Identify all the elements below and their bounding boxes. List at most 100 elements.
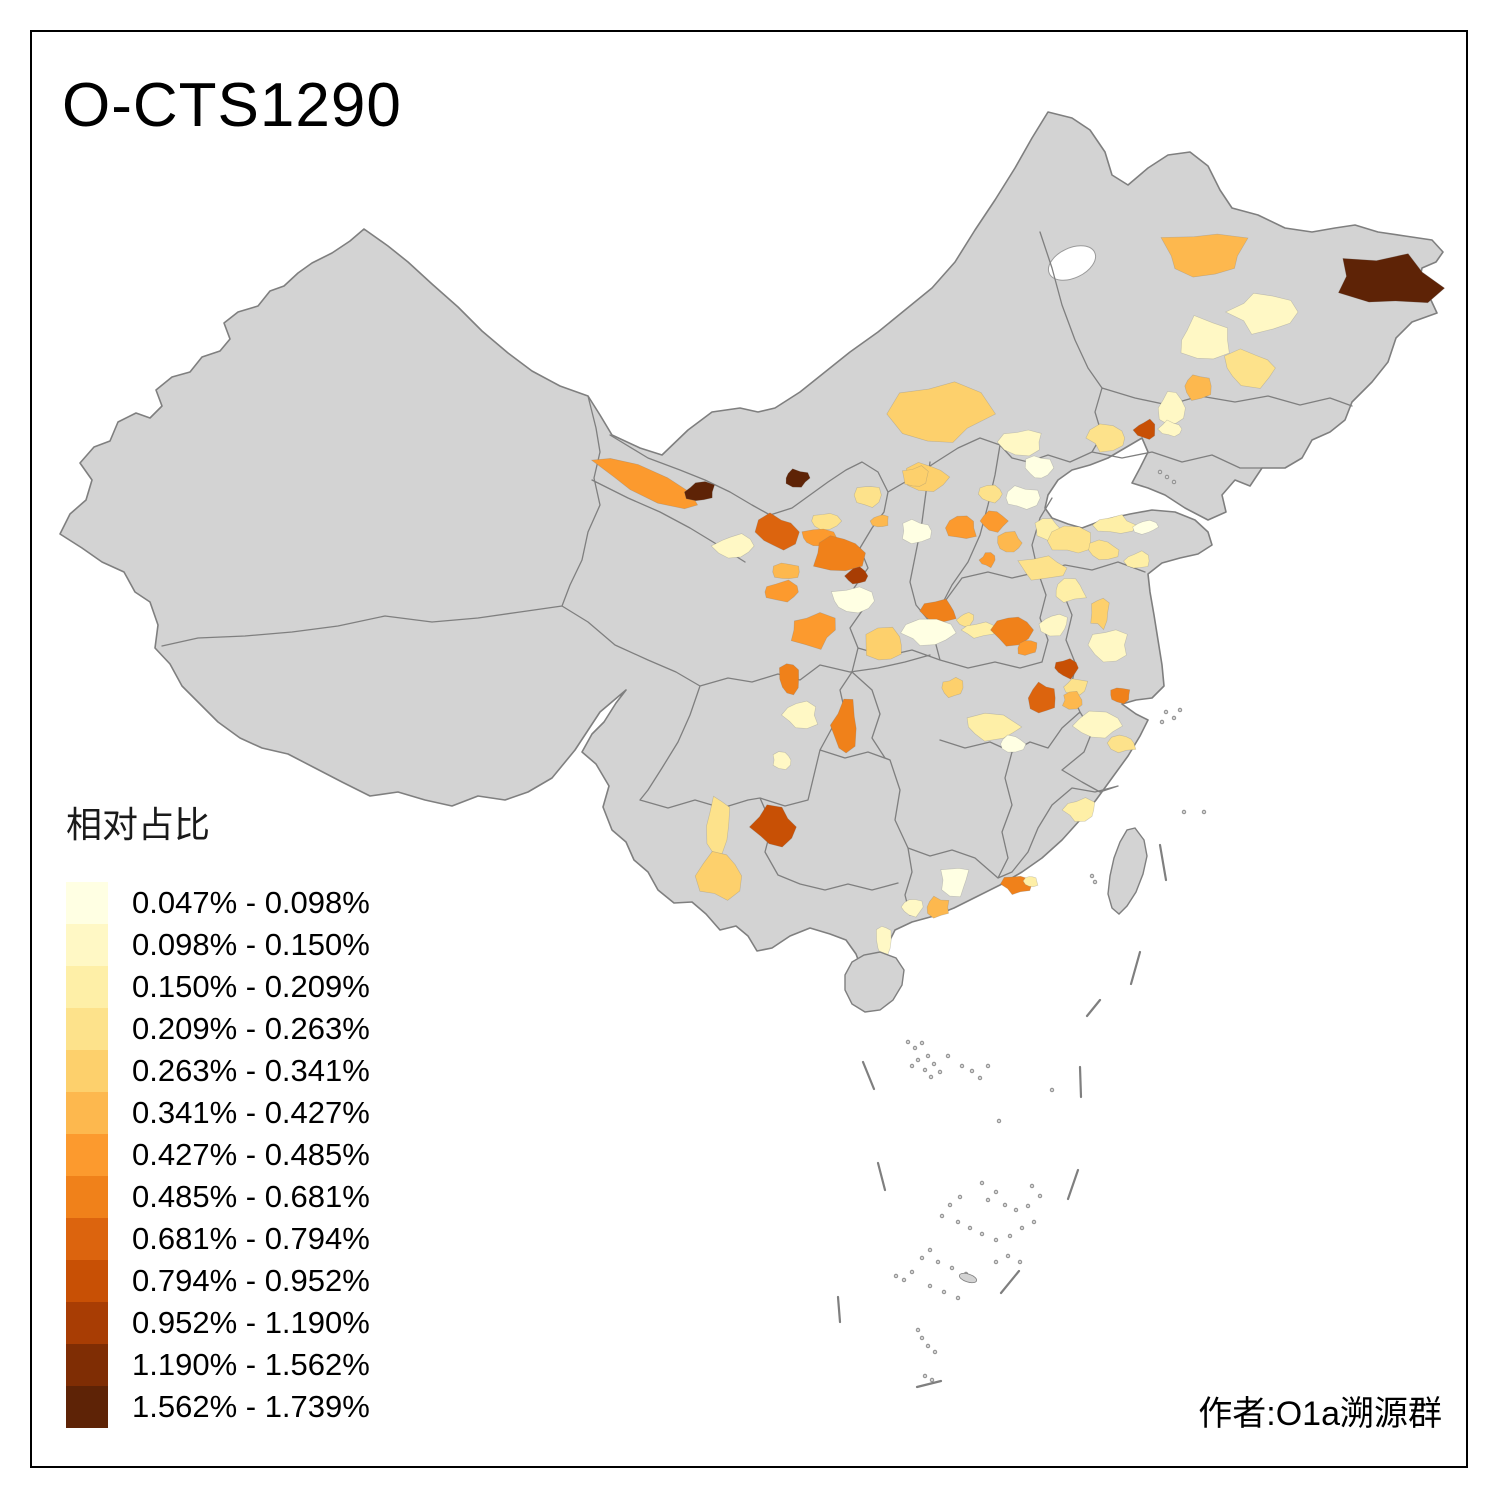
islet-dot (932, 1349, 938, 1355)
region-patch (978, 552, 996, 569)
region-patch (869, 514, 889, 528)
islet-dot (949, 1265, 955, 1271)
legend-label: 1.562% - 1.739% (132, 1389, 370, 1424)
legend-swatch (66, 1134, 108, 1176)
region-patch (1061, 797, 1096, 822)
region-patch (748, 804, 797, 848)
islet-dot (957, 1194, 963, 1200)
region-patch (977, 484, 1003, 504)
region-patch (1047, 525, 1091, 554)
legend-label: 1.190% - 1.562% (132, 1347, 370, 1382)
legend-label: 0.427% - 0.485% (132, 1137, 370, 1172)
region-patch (960, 621, 1003, 639)
legend-swatch (66, 1092, 108, 1134)
region-patch (996, 429, 1042, 457)
region-patch (1085, 423, 1126, 453)
islet-dot (945, 1053, 951, 1059)
islet-dot (947, 1202, 953, 1208)
islet-dot (1177, 707, 1183, 713)
legend-label: 0.209% - 0.263% (132, 1011, 370, 1046)
islet-dot (993, 1237, 999, 1243)
region-patch (865, 626, 902, 661)
region-patch (811, 513, 843, 531)
islet-dot (1089, 873, 1095, 879)
region-patch (1110, 687, 1131, 705)
islet-dot (979, 1231, 985, 1237)
islet-dot (915, 1057, 921, 1063)
islet-dot (985, 1063, 991, 1069)
region-patch (997, 531, 1023, 553)
islet-dot (922, 1373, 928, 1379)
islet-dot (1171, 715, 1177, 721)
legend-swatch (66, 1386, 108, 1428)
islet-dot (993, 1189, 999, 1195)
islet-dot (1025, 1203, 1031, 1209)
region-patch (1157, 419, 1183, 437)
islet-dot (1005, 1253, 1011, 1259)
islet-dot (1163, 709, 1169, 715)
region-patch (902, 465, 929, 487)
islet-dot (993, 1259, 999, 1265)
region-patch (900, 618, 957, 646)
islet-dot (929, 1377, 935, 1383)
region-patch (945, 515, 977, 539)
region-patch (1038, 613, 1068, 637)
islet-dot (925, 1343, 931, 1349)
islet-dot (955, 1219, 961, 1225)
islet-dot (1049, 1087, 1055, 1093)
islet-dot (967, 1225, 973, 1231)
legend-row: 0.485% - 0.681% (66, 1176, 370, 1218)
nine-dash-line (836, 843, 1168, 1389)
legend-swatch (66, 882, 108, 924)
islet-dot (893, 1273, 899, 1279)
legend-label: 0.263% - 0.341% (132, 1053, 370, 1088)
legend-row: 0.427% - 0.485% (66, 1134, 370, 1176)
islet-dot (935, 1259, 941, 1265)
region-patch (1017, 640, 1038, 656)
region-patch (785, 468, 811, 488)
islet-large (958, 1272, 978, 1284)
legend-row: 0.209% - 0.263% (66, 1008, 370, 1050)
region-patch (772, 562, 800, 579)
region-patch (710, 533, 755, 559)
region-patch (853, 486, 882, 508)
legend-row: 0.341% - 0.427% (66, 1092, 370, 1134)
region-patch (830, 586, 875, 614)
legend-title: 相对占比 (66, 804, 211, 845)
region-patch (1063, 678, 1089, 696)
region-patch (1132, 519, 1160, 535)
legend-label: 0.098% - 0.150% (132, 927, 370, 962)
legend-row: 0.952% - 1.190% (66, 1302, 370, 1344)
region-patch (979, 510, 1009, 533)
region-patch (1027, 681, 1056, 714)
legend-row: 0.047% - 0.098% (66, 882, 370, 924)
region-patch (1337, 253, 1446, 304)
legend-label: 0.952% - 1.190% (132, 1305, 370, 1340)
legend-swatch (66, 1176, 108, 1218)
islet-dot (927, 1283, 933, 1289)
region-patch (1024, 455, 1055, 479)
islet-dot (1019, 1225, 1025, 1231)
choropleth-regions (590, 233, 1446, 958)
legend-label: 0.150% - 0.209% (132, 969, 370, 1004)
taiwan-island (1107, 827, 1148, 915)
islet-dot (925, 1053, 931, 1059)
hainan-island (844, 951, 905, 1013)
legend-row: 0.150% - 0.209% (66, 966, 370, 1008)
region-patch (1091, 514, 1137, 534)
region-patch (754, 512, 800, 551)
islet-dot (1029, 1183, 1035, 1189)
islet-dot (1171, 479, 1177, 485)
region-patch (1180, 315, 1230, 360)
region-patch (1184, 374, 1212, 401)
islet-dot (927, 1247, 933, 1253)
region-patch (876, 926, 892, 958)
legend-label: 0.794% - 0.952% (132, 1263, 370, 1298)
islet-dot (1013, 1207, 1019, 1213)
region-patch (1132, 418, 1156, 440)
islet-dot (905, 1039, 911, 1045)
region-patch (829, 698, 857, 754)
islet-dot (909, 1269, 915, 1275)
region-patch (1225, 292, 1299, 335)
